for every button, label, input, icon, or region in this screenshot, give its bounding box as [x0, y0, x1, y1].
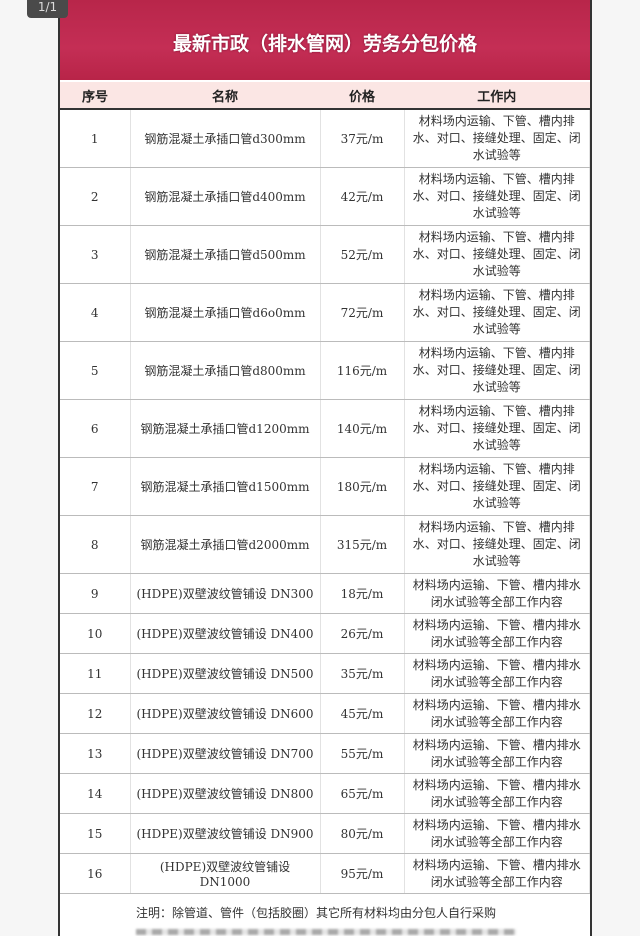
cell-name: 钢筋混凝土承插口管d1200mm [130, 399, 321, 458]
cell-work: 材料场内运输、下管、槽内排水、对口、接缝处理、固定、闭水试验等 [404, 399, 590, 458]
cell-name: 钢筋混凝土承插口管d500mm [130, 225, 321, 284]
cell-price: 180元/m [320, 457, 405, 516]
table-row: 5 钢筋混凝土承插口管d800mm 116元/m 材料场内运输、下管、槽内排水、对口、… [60, 341, 590, 400]
cell-price: 116元/m [320, 341, 405, 400]
cell-no: 16 [60, 853, 131, 894]
cell-price: 26元/m [320, 613, 405, 654]
header-price: 价格 [320, 82, 404, 110]
cell-no: 10 [60, 613, 131, 654]
cell-work: 材料场内运输、下管、槽内排水 闭水试验等全部工作内容 [404, 653, 590, 694]
document-page: 最新市政（排水管网）劳务分包价格 序号 名称 价格 工作内 1 钢筋混凝土承插口管… [58, 0, 592, 936]
table-row: 1 钢筋混凝土承插口管d300mm 37元/m 材料场内运输、下管、槽内排水、对口、接… [60, 109, 590, 168]
cell-work: 材料场内运输、下管、槽内排水 闭水试验等全部工作内容 [404, 573, 590, 614]
cell-no: 14 [60, 773, 131, 814]
cell-no: 3 [60, 225, 131, 284]
cell-price: 315元/m [320, 515, 405, 574]
cell-no: 1 [60, 109, 131, 168]
title-band: 最新市政（排水管网）劳务分包价格 [60, 0, 590, 80]
cell-price: 37元/m [320, 109, 405, 168]
footnote: 注明：除管道、管件（包括胶圈）其它所有材料均由分包人自行采购 [136, 906, 497, 920]
cell-no: 5 [60, 341, 131, 400]
cell-work: 材料场内运输、下管、槽内排水 闭水试验等全部工作内容 [404, 693, 590, 734]
cell-name: 钢筋混凝土承插口管d6o0mm [130, 283, 321, 342]
table-row: 8 钢筋混凝土承插口管d2000mm 315元/m 材料场内运输、下管、槽内排水、对口… [60, 515, 590, 574]
cell-name: (HDPE)双壁波纹管铺设 DN700 [130, 733, 321, 774]
cell-no: 2 [60, 167, 131, 226]
cell-work: 材料场内运输、下管、槽内排水 闭水试验等全部工作内容 [404, 813, 590, 854]
cell-price: 80元/m [320, 813, 405, 854]
table-row: 10 (HDPE)双壁波纹管铺设 DN400 26元/m 材料场内运输、下管、槽内排水… [60, 613, 590, 654]
cell-work: 材料场内运输、下管、槽内排水 闭水试验等全部工作内容 [404, 853, 590, 894]
cell-price: 45元/m [320, 693, 405, 734]
header-no: 序号 [60, 82, 130, 110]
cell-work: 材料场内运输、下管、槽内排水 闭水试验等全部工作内容 [404, 733, 590, 774]
cell-name: (HDPE)双壁波纹管铺设 DN900 [130, 813, 321, 854]
cell-work: 材料场内运输、下管、槽内排水、对口、接缝处理、固定、闭水试验等 [404, 515, 590, 574]
cell-name: (HDPE)双壁波纹管铺设 DN600 [130, 693, 321, 734]
cell-price: 95元/m [320, 853, 405, 894]
cell-work: 材料场内运输、下管、槽内排水 闭水试验等全部工作内容 [404, 773, 590, 814]
cell-price: 65元/m [320, 773, 405, 814]
cell-no: 8 [60, 515, 131, 574]
cell-work: 材料场内运输、下管、槽内排水、对口、接缝处理、固定、闭水试验等 [404, 283, 590, 342]
cell-price: 42元/m [320, 167, 405, 226]
cell-no: 11 [60, 653, 131, 694]
table-row: 3 钢筋混凝土承插口管d500mm 52元/m 材料场内运输、下管、槽内排水、对口、接… [60, 225, 590, 284]
cell-work: 材料场内运输、下管、槽内排水、对口、接缝处理、固定、闭水试验等 [404, 341, 590, 400]
cell-name: (HDPE)双壁波纹管铺设 DN500 [130, 653, 321, 694]
table-row: 9 (HDPE)双壁波纹管铺设 DN300 18元/m 材料场内运输、下管、槽内排水 … [60, 573, 590, 614]
cell-price: 140元/m [320, 399, 405, 458]
table-row: 7 钢筋混凝土承插口管d1500mm 180元/m 材料场内运输、下管、槽内排水、对口… [60, 457, 590, 516]
document-title: 最新市政（排水管网）劳务分包价格 [172, 32, 477, 55]
cell-price: 52元/m [320, 225, 405, 284]
cell-no: 12 [60, 693, 131, 734]
cell-name: 钢筋混凝土承插口管d800mm [130, 341, 321, 400]
cell-name: 钢筋混凝土承插口管d300mm [130, 109, 321, 168]
table-row: 2 钢筋混凝土承插口管d400mm 42元/m 材料场内运输、下管、槽内排水、对口、接… [60, 167, 590, 226]
price-table: 序号 名称 价格 工作内 1 钢筋混凝土承插口管d300mm 37元/m 材料场内运输… [60, 82, 590, 894]
cell-name: 钢筋混凝土承插口管d1500mm [130, 457, 321, 516]
table-header: 序号 名称 价格 工作内 [60, 82, 590, 110]
cell-no: 15 [60, 813, 131, 854]
table-row: 4 钢筋混凝土承插口管d6o0mm 72元/m 材料场内运输、下管、槽内排水、对口、接… [60, 283, 590, 342]
cell-price: 35元/m [320, 653, 405, 694]
cell-work: 材料场内运输、下管、槽内排水、对口、接缝处理、固定、闭水试验等 [404, 167, 590, 226]
cell-no: 9 [60, 573, 131, 614]
header-name: 名称 [130, 82, 320, 110]
cell-no: 13 [60, 733, 131, 774]
cell-price: 18元/m [320, 573, 405, 614]
cell-no: 7 [60, 457, 131, 516]
table-row: 11 (HDPE)双壁波纹管铺设 DN500 35元/m 材料场内运输、下管、槽内排水… [60, 653, 590, 694]
cell-price: 72元/m [320, 283, 405, 342]
cell-price: 55元/m [320, 733, 405, 774]
cell-work: 材料场内运输、下管、槽内排水、对口、接缝处理、固定、闭水试验等 [404, 457, 590, 516]
cell-name: 钢筋混凝土承插口管d2000mm [130, 515, 321, 574]
cell-name: (HDPE)双壁波纹管铺设 DN800 [130, 773, 321, 814]
table-row: 6 钢筋混凝土承插口管d1200mm 140元/m 材料场内运输、下管、槽内排水、对口… [60, 399, 590, 458]
cell-work: 材料场内运输、下管、槽内排水 闭水试验等全部工作内容 [404, 613, 590, 654]
blurred-text [136, 929, 516, 935]
page-indicator: 1/1 [27, 0, 68, 18]
table-row: 15 (HDPE)双壁波纹管铺设 DN900 80元/m 材料场内运输、下管、槽内排水… [60, 813, 590, 854]
cell-name: 钢筋混凝土承插口管d400mm [130, 167, 321, 226]
table-row: 16 (HDPE)双壁波纹管铺设 DN1000 95元/m 材料场内运输、下管、槽内排… [60, 853, 590, 894]
table-row: 12 (HDPE)双壁波纹管铺设 DN600 45元/m 材料场内运输、下管、槽内排水… [60, 693, 590, 734]
cell-name: (HDPE)双壁波纹管铺设 DN300 [130, 573, 321, 614]
table-row: 13 (HDPE)双壁波纹管铺设 DN700 55元/m 材料场内运输、下管、槽内排水… [60, 733, 590, 774]
cell-work: 材料场内运输、下管、槽内排水、对口、接缝处理、固定、闭水试验等 [404, 225, 590, 284]
cell-name: (HDPE)双壁波纹管铺设 DN400 [130, 613, 321, 654]
header-work: 工作内 [404, 82, 590, 110]
cell-work: 材料场内运输、下管、槽内排水、对口、接缝处理、固定、闭水试验等 [404, 109, 590, 168]
table-row: 14 (HDPE)双壁波纹管铺设 DN800 65元/m 材料场内运输、下管、槽内排水… [60, 773, 590, 814]
cell-no: 4 [60, 283, 131, 342]
cell-name: (HDPE)双壁波纹管铺设 DN1000 [130, 853, 321, 894]
cell-no: 6 [60, 399, 131, 458]
